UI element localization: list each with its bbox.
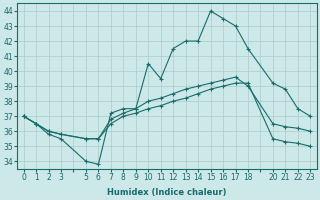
X-axis label: Humidex (Indice chaleur): Humidex (Indice chaleur) [107, 188, 227, 197]
